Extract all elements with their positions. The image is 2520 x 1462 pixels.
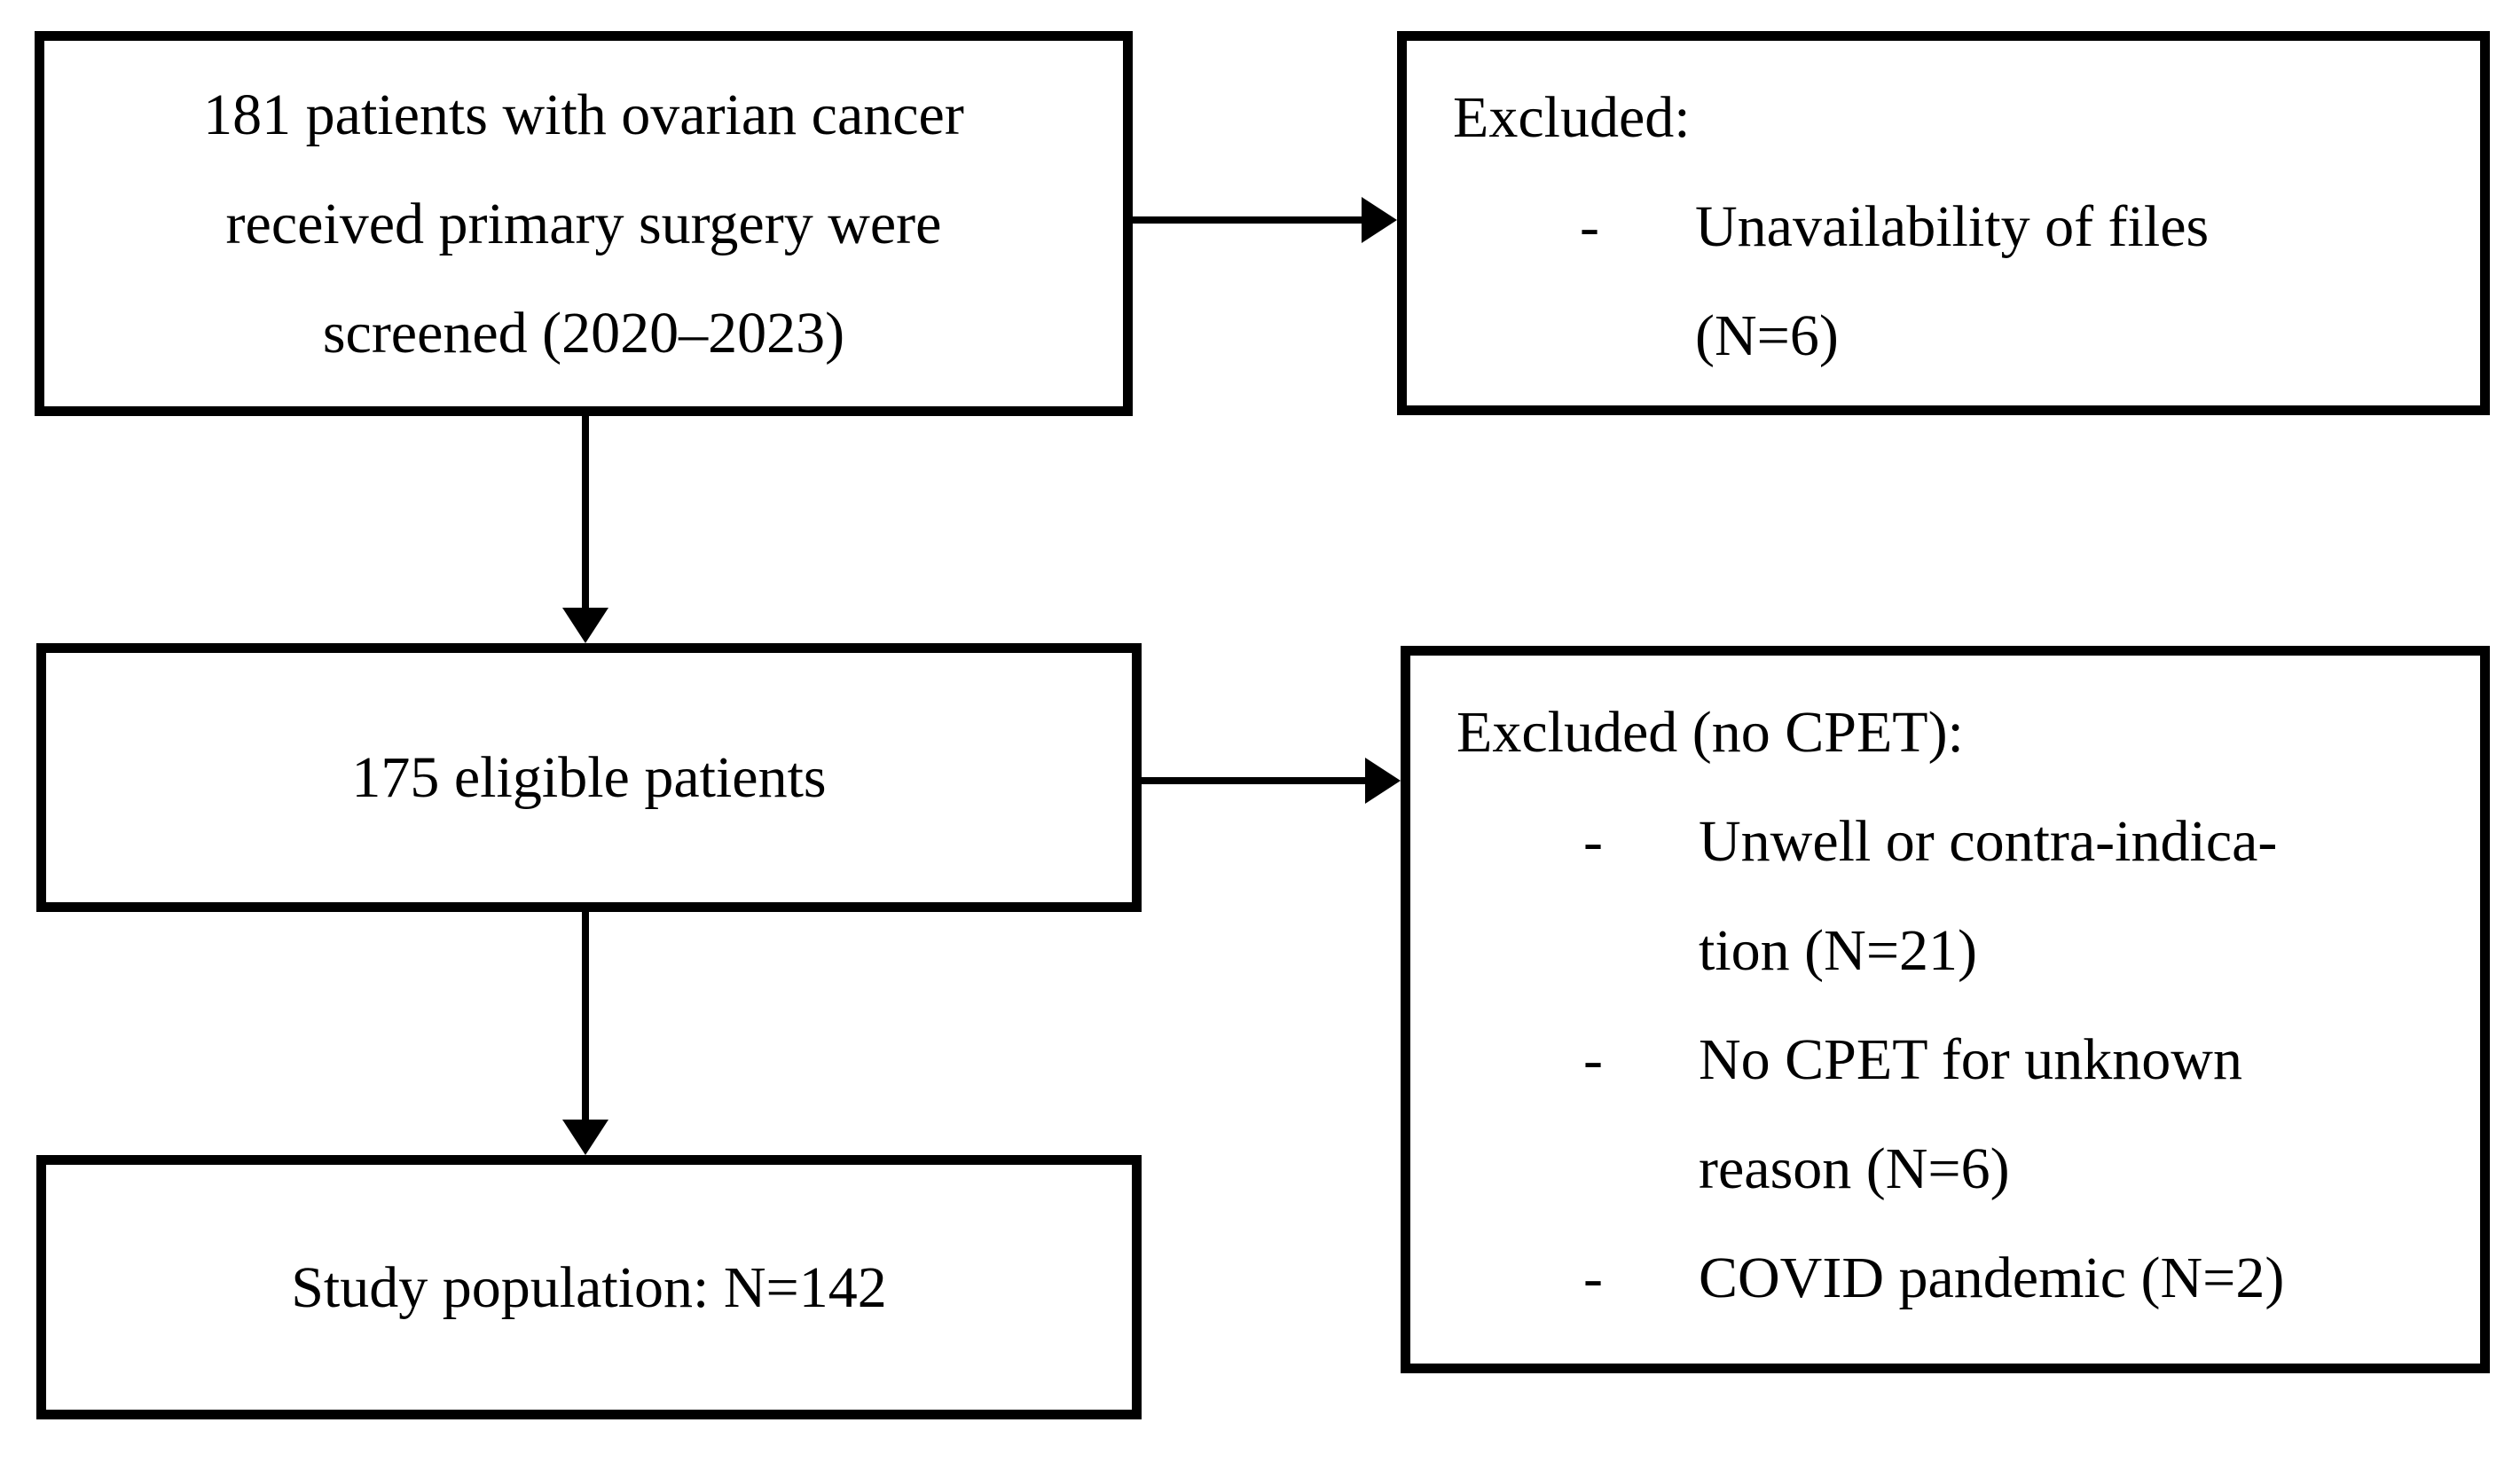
list-item: - No CPET for unknown reason (N=6)	[1410, 1005, 2480, 1223]
text-line: No CPET for unknown	[1699, 1027, 2242, 1092]
excluded-title: Excluded:	[1453, 85, 1691, 150]
arrow-down-head-icon	[562, 608, 608, 643]
excluded-title: Excluded (no CPET):	[1456, 700, 1964, 765]
arrow-down-head-icon	[562, 1120, 608, 1155]
text-line: (N=6)	[1695, 303, 1839, 368]
text-line: 175 eligible patients	[351, 745, 827, 810]
text-line: screened (2020–2023)	[322, 300, 845, 366]
arrow-screened-to-excluded-shaft	[1133, 216, 1363, 224]
arrow-screened-to-eligible-shaft	[582, 416, 589, 609]
arrow-eligible-to-population-shaft	[582, 912, 589, 1121]
bullet-marker: -	[1583, 1027, 1603, 1092]
box-eligible-patients: 175 eligible patients	[36, 643, 1142, 912]
arrow-right-head-icon	[1365, 758, 1401, 804]
list-item: - Unwell or contra-indica- tion (N=21)	[1410, 787, 2480, 1005]
text-line: received primary surgery were	[225, 191, 942, 256]
list-item: - Unavailability of files (N=6)	[1407, 172, 2480, 390]
list-item: - COVID pandemic (N=2)	[1410, 1223, 2480, 1332]
box-screened-text: 181 patients with ovarian cancer receive…	[203, 60, 964, 388]
text-line: Study population: N=142	[291, 1254, 887, 1320]
arrow-right-head-icon	[1362, 197, 1397, 243]
text-line: Unavailability of files	[1695, 194, 2210, 259]
text-line: tion (N=21)	[1699, 918, 1978, 983]
box-screened-patients: 181 patients with ovarian cancer receive…	[35, 31, 1133, 416]
text-line: Unwell or contra-indica-	[1699, 809, 2278, 874]
bullet-marker: -	[1583, 809, 1603, 874]
bullet-marker: -	[1583, 1246, 1603, 1310]
text-line: 181 patients with ovarian cancer	[203, 82, 964, 147]
box-excluded-no-cpet: Excluded (no CPET): - Unwell or contra-i…	[1401, 646, 2490, 1373]
box-excluded-files: Excluded: - Unavailability of files (N=6…	[1397, 31, 2490, 415]
text-line: COVID pandemic (N=2)	[1699, 1246, 2285, 1310]
box-study-population: Study population: N=142	[36, 1155, 1142, 1419]
bullet-marker: -	[1580, 194, 1599, 259]
text-line: reason (N=6)	[1699, 1136, 2010, 1201]
arrow-eligible-to-excluded-shaft	[1142, 777, 1367, 784]
